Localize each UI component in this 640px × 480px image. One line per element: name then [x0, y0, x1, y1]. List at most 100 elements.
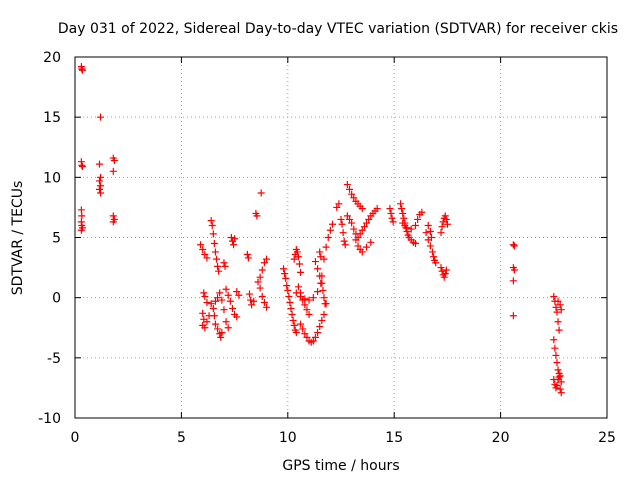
data-point — [199, 246, 207, 254]
data-point — [231, 235, 239, 243]
data-point — [316, 248, 324, 256]
data-point — [386, 205, 394, 213]
data-point — [201, 324, 209, 332]
data-point — [438, 223, 446, 231]
data-point — [358, 248, 366, 256]
data-point — [411, 221, 419, 229]
data-point — [441, 212, 449, 220]
data-point — [215, 267, 223, 275]
data-point — [263, 303, 271, 311]
data-point — [550, 336, 558, 344]
data-point — [305, 296, 313, 304]
data-point — [208, 221, 216, 229]
data-point — [213, 255, 221, 263]
data-point — [320, 255, 328, 263]
data-point — [316, 323, 324, 331]
data-point — [303, 333, 311, 341]
data-point — [211, 248, 219, 256]
data-point — [550, 292, 558, 300]
data-point — [97, 113, 105, 121]
data-point — [222, 285, 230, 293]
data-point — [78, 65, 86, 73]
data-point — [426, 242, 434, 250]
data-point — [297, 268, 305, 276]
data-point — [200, 289, 208, 297]
data-point — [303, 306, 311, 314]
data-point — [422, 229, 430, 237]
data-point — [557, 389, 565, 397]
data-point — [301, 295, 309, 303]
x-axis-label: GPS time / hours — [282, 458, 399, 474]
data-point — [346, 215, 354, 223]
data-point — [432, 259, 440, 267]
data-point — [284, 286, 292, 294]
data-point — [294, 283, 302, 291]
data-point — [437, 229, 445, 237]
data-point — [418, 208, 426, 216]
data-point — [211, 320, 219, 328]
y-tick-label: 20 — [43, 50, 61, 66]
data-point — [203, 318, 211, 326]
data-point — [217, 333, 225, 341]
y-tick-label: -5 — [47, 351, 61, 367]
y-tick-label: 5 — [52, 231, 61, 247]
data-point — [289, 317, 297, 325]
data-point — [338, 220, 346, 228]
data-point — [109, 218, 117, 226]
data-point — [282, 274, 290, 282]
y-tick-label: 10 — [43, 170, 61, 186]
data-point — [214, 294, 222, 302]
data-point — [348, 219, 356, 227]
data-point — [218, 296, 226, 304]
data-point — [78, 212, 86, 220]
data-point — [301, 330, 309, 338]
data-point — [258, 292, 266, 300]
data-point — [233, 288, 241, 296]
data-point — [201, 250, 209, 258]
data-point — [314, 265, 322, 273]
data-point — [398, 205, 406, 213]
data-point — [343, 212, 351, 220]
data-point — [510, 266, 518, 274]
data-point — [324, 234, 332, 241]
data-point — [319, 286, 327, 294]
data-point — [244, 254, 252, 262]
data-point — [309, 337, 317, 345]
data-point — [326, 226, 334, 234]
data-point — [305, 311, 313, 319]
data-point — [78, 161, 86, 169]
data-point — [430, 253, 438, 261]
axis-ticks — [74, 56, 608, 419]
data-point — [314, 329, 322, 337]
data-point — [78, 163, 86, 171]
data-point — [260, 259, 268, 267]
data-point — [109, 212, 117, 220]
data-point — [253, 212, 261, 220]
data-point — [320, 311, 328, 319]
data-point — [230, 241, 238, 249]
data-point — [220, 306, 228, 314]
data-point — [553, 382, 561, 390]
data-point — [97, 189, 105, 197]
data-point — [442, 215, 450, 223]
data-point — [407, 225, 415, 233]
data-point — [320, 294, 328, 302]
data-point — [414, 215, 422, 223]
y-axis-label: SDTVAR / TECUs — [10, 181, 26, 296]
data-point — [224, 324, 232, 332]
data-point — [348, 190, 356, 198]
data-point — [199, 309, 207, 317]
data-point — [216, 289, 224, 297]
data-point — [285, 292, 293, 300]
data-point — [350, 194, 358, 202]
data-point — [201, 292, 209, 300]
data-point — [97, 173, 105, 181]
data-point — [227, 234, 235, 241]
data-point — [296, 260, 304, 268]
data-point — [346, 185, 354, 193]
data-point — [554, 366, 562, 374]
x-tick-label: 0 — [71, 430, 80, 446]
data-point — [360, 223, 368, 231]
data-point — [318, 279, 326, 287]
